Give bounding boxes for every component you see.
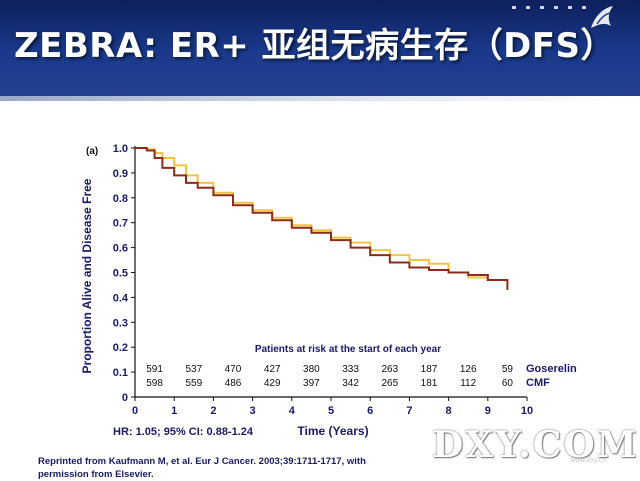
series-line-cmf xyxy=(135,147,509,290)
y-tick-label: 0.2 xyxy=(113,342,128,354)
slide-header: ZEBRA: ER+ 亚组无病生存（DFS） xyxy=(0,0,640,96)
y-tick-label: 0 xyxy=(122,392,128,404)
x-tick-label: 1 xyxy=(171,405,177,417)
ribbon-logo-icon xyxy=(591,6,613,28)
source-credit: Reprinted from Kaufmann M, et al. Eur J … xyxy=(38,456,366,480)
survival-curves xyxy=(135,147,509,290)
series-line-goserelin xyxy=(135,147,509,283)
y-axis-label: Proportion Alive and Disease Free xyxy=(80,178,94,373)
chart-axes: 0 0.1 0.2 0.3 0.4 0.5 0.6 0.7 0.8 0.9 1.0 0 1 2 3 4 5 6 7 8… xyxy=(113,143,533,417)
y-tick-label: 0.8 xyxy=(113,193,128,205)
at-risk-value: 112 xyxy=(460,378,476,389)
y-tick-label: 0.4 xyxy=(113,292,129,304)
y-tick-label: 0.9 xyxy=(113,168,128,180)
at-risk-group-label: CMF xyxy=(526,377,550,389)
at-risk-value: 559 xyxy=(185,378,202,389)
at-risk-value: 537 xyxy=(185,364,202,375)
at-risk-value: 126 xyxy=(460,364,477,375)
y-tick-label: 0.3 xyxy=(113,317,128,329)
x-tick-label: 6 xyxy=(367,405,373,417)
at-risk-value: 60 xyxy=(502,378,514,389)
x-axis-label: Time (Years) xyxy=(297,424,368,438)
y-tick-label: 0.6 xyxy=(113,243,128,255)
at-risk-value: 263 xyxy=(381,364,398,375)
at-risk-group-label: Goserelin xyxy=(526,363,577,375)
x-tick-label: 8 xyxy=(446,405,452,417)
at-risk-value: 427 xyxy=(264,364,281,375)
x-tick-label: 4 xyxy=(289,405,296,417)
y-tick-label: 0.1 xyxy=(113,367,128,379)
at-risk-title: Patients at risk at the start of each ye… xyxy=(255,344,441,355)
panel-label: (a) xyxy=(86,146,98,157)
watermark-url: www.dxy.cn xyxy=(570,457,607,464)
x-tick-label: 7 xyxy=(406,405,412,417)
at-risk-value: 380 xyxy=(303,364,320,375)
hazard-ratio-annotation: HR: 1.05; 95% CI: 0.88-1.24 xyxy=(113,426,254,438)
x-tick-label: 2 xyxy=(210,405,216,417)
at-risk-value: 342 xyxy=(342,378,359,389)
y-tick-label: 0.5 xyxy=(113,268,128,280)
watermark: DXY.COM www.dxy.cn xyxy=(432,424,637,474)
header-divider xyxy=(0,96,640,101)
x-tick-label: 5 xyxy=(328,405,334,417)
at-risk-value: 265 xyxy=(381,378,398,389)
logo-dots-icon xyxy=(512,6,586,9)
at-risk-value: 181 xyxy=(421,378,438,389)
x-tick-label: 0 xyxy=(132,405,138,417)
watermark-text: DXY.COM xyxy=(432,424,639,466)
dfs-chart: (a) Proportion Alive and Disease Free 00… xyxy=(80,143,577,438)
x-tick-label: 3 xyxy=(250,405,256,417)
slide-title: ZEBRA: ER+ 亚组无病生存（DFS） xyxy=(14,26,616,66)
at-risk-value: 486 xyxy=(225,378,242,389)
at-risk-value: 333 xyxy=(342,364,359,375)
at-risk-value: 397 xyxy=(303,378,320,389)
at-risk-value: 470 xyxy=(225,364,242,375)
at-risk-value: 598 xyxy=(146,378,163,389)
x-tick-label: 9 xyxy=(485,405,491,417)
y-tick-label: 1.0 xyxy=(113,143,128,155)
x-tick-label: 10 xyxy=(521,405,533,417)
at-risk-table: Patients at risk at the start of each ye… xyxy=(146,344,577,389)
at-risk-value: 59 xyxy=(502,364,514,375)
at-risk-value: 429 xyxy=(264,378,281,389)
y-tick-label: 0.7 xyxy=(113,218,128,230)
at-risk-value: 591 xyxy=(146,364,163,375)
at-risk-value: 187 xyxy=(421,364,438,375)
